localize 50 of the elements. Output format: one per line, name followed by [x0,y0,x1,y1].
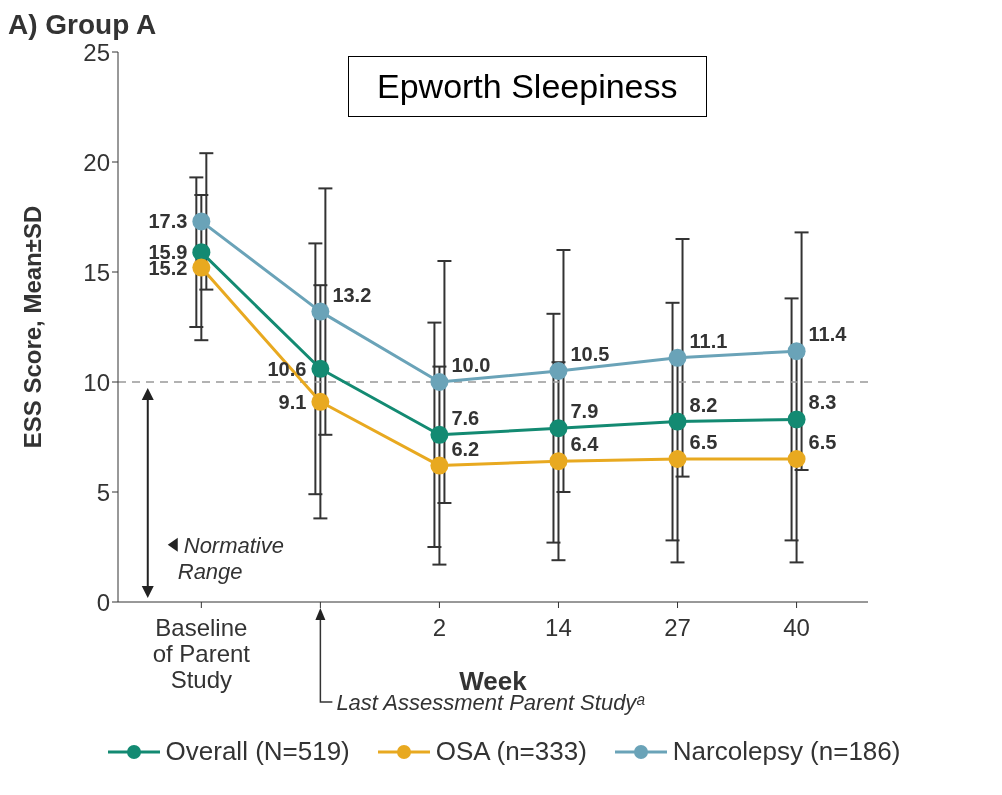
data-label: 6.5 [689,431,718,453]
point [430,456,449,475]
annotation: Normative Range [177,532,285,584]
point [311,392,330,411]
point [787,450,806,468]
y-tick-label: 10 [83,368,110,396]
point [430,425,449,444]
point [430,373,449,391]
point [311,302,330,321]
legend-label: OSA (n=333) [435,736,587,767]
point [549,362,568,380]
y-axis-title: ESS Score, Mean±SD [18,205,46,449]
point [549,419,568,438]
data-label: 7.9 [570,400,599,423]
data-label: 7.6 [451,406,480,429]
x-tick-label: 2 [432,614,447,641]
point [787,410,806,429]
point [787,342,806,361]
point [668,412,687,431]
data-label: 10.0 [451,354,491,376]
legend-label: Overall (N=519) [165,736,350,767]
point [311,359,330,378]
point [192,243,211,262]
y-tick-label: 20 [83,148,110,176]
point [192,212,211,231]
data-label: 11.1 [689,329,728,352]
legend-label: Narcolepsy (n=186) [672,736,901,767]
chart-subtitle: Epworth Sleepiness [348,56,707,117]
text: Last Assessment Parent Studyᵃ [336,690,646,715]
x-tick-label: 14 [545,614,572,641]
data-label: 6.4 [570,433,600,456]
data-label: 8.3 [808,391,837,414]
data-label: 6.5 [808,431,837,453]
point [668,450,687,468]
data-label: 6.2 [451,437,480,460]
x-tick-label: 27 [664,614,691,641]
data-label: 10.5 [570,343,610,365]
data-label: 11.4 [808,323,848,346]
point [668,348,687,367]
data-label: 9.1 [278,390,307,413]
data-label: 8.2 [689,393,718,416]
data-label: 13.2 [332,283,372,306]
data-label: 17.3 [148,210,188,233]
x-tick-label: 40 [783,614,810,641]
y-tick-label: 0 [96,588,110,616]
point [549,452,568,471]
y-tick-label: 15 [83,258,110,286]
x-tick-label: Baseline of Parent Study [152,614,251,693]
point [192,258,211,277]
y-tick-label: 5 [96,478,110,506]
